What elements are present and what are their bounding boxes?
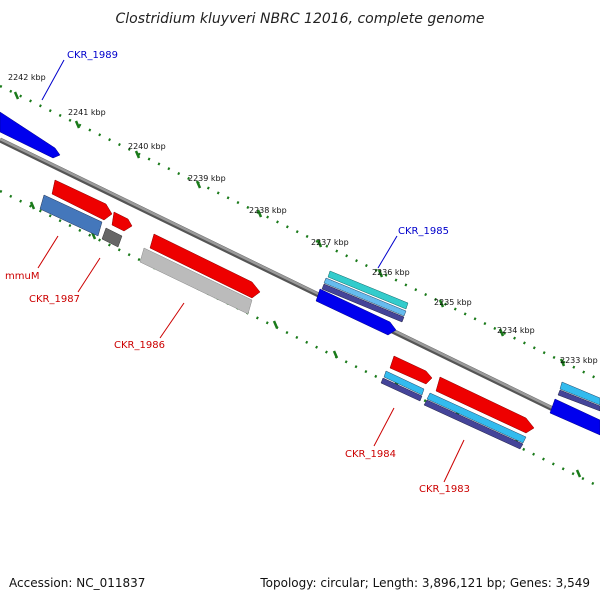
tick-label-2234: 2234 kbp — [497, 326, 535, 335]
gene-ckr1986-red[interactable] — [149, 233, 261, 299]
gene-features-minus[interactable] — [39, 179, 535, 450]
gene-label-ckr1984: CKR_1984 — [345, 449, 396, 460]
genome-backbone — [0, 137, 600, 435]
gene-ckr1985-track-a[interactable] — [327, 270, 409, 310]
tick-label-2236: 2236 kbp — [372, 268, 410, 277]
gene-ckr1983-red[interactable] — [435, 376, 535, 434]
tick-label-2242: 2242 kbp — [8, 73, 46, 82]
gene-mmum[interactable] — [39, 194, 103, 237]
leader-lines — [37, 59, 465, 483]
tick-label-2238: 2238 kbp — [249, 206, 287, 215]
topology-text: Topology: circular; Length: 3,896,121 bp… — [259, 576, 590, 590]
gene-ckr1985-track-c[interactable] — [321, 283, 405, 323]
gene-ckr1983-track-a[interactable] — [426, 392, 527, 444]
tick-label-2235: 2235 kbp — [434, 298, 472, 307]
gene-mmum-red[interactable] — [51, 179, 113, 221]
gene-ckr1986[interactable] — [139, 247, 253, 315]
gene-ckr1989[interactable] — [0, 111, 61, 159]
gene-label-ckr1983: CKR_1983 — [419, 484, 470, 495]
gene-label-ckr1985: CKR_1985 — [398, 226, 449, 237]
accession-text: Accession: NC_011837 — [9, 576, 145, 590]
gene-right-track-b[interactable] — [557, 389, 600, 412]
gene-labels: CKR_1989 CKR_1985 mmuM CKR_1987 CKR_1986… — [5, 50, 470, 495]
gene-ckr1983[interactable] — [423, 399, 524, 450]
gene-ckr1984-track-a[interactable] — [383, 370, 425, 396]
gene-ckr1987[interactable] — [101, 227, 123, 248]
gene-features-plus[interactable] — [0, 111, 600, 436]
tick-label-2241: 2241 kbp — [68, 108, 106, 117]
tick-label-2237: 2237 kbp — [311, 238, 349, 247]
gene-ckr1985-track-b[interactable] — [323, 277, 407, 317]
gene-label-mmum: mmuM — [5, 271, 39, 282]
gene-right-track-c[interactable] — [549, 398, 600, 436]
gene-ckr1984[interactable] — [380, 377, 423, 402]
gene-label-ckr1989: CKR_1989 — [67, 50, 118, 61]
gene-label-ckr1986: CKR_1986 — [114, 340, 165, 351]
tick-label-2239: 2239 kbp — [188, 174, 226, 183]
gene-right-track-a[interactable] — [559, 381, 600, 406]
gene-ckr1984-red[interactable] — [389, 355, 433, 385]
outer-tick-ring — [0, 84, 600, 382]
map-title: Clostridium kluyveri NBRC 12016, complet… — [115, 11, 484, 27]
gene-label-ckr1987: CKR_1987 — [29, 294, 80, 305]
inner-tick-ring — [0, 189, 600, 489]
tick-label-2240: 2240 kbp — [128, 142, 166, 151]
tick-label-2233: 2233 kbp — [560, 356, 598, 365]
gene-ckr1985[interactable] — [315, 288, 397, 336]
gene-ckr1987-red[interactable] — [111, 211, 133, 232]
tick-labels: 2242 kbp 2241 kbp 2240 kbp 2239 kbp 2238… — [8, 73, 598, 365]
